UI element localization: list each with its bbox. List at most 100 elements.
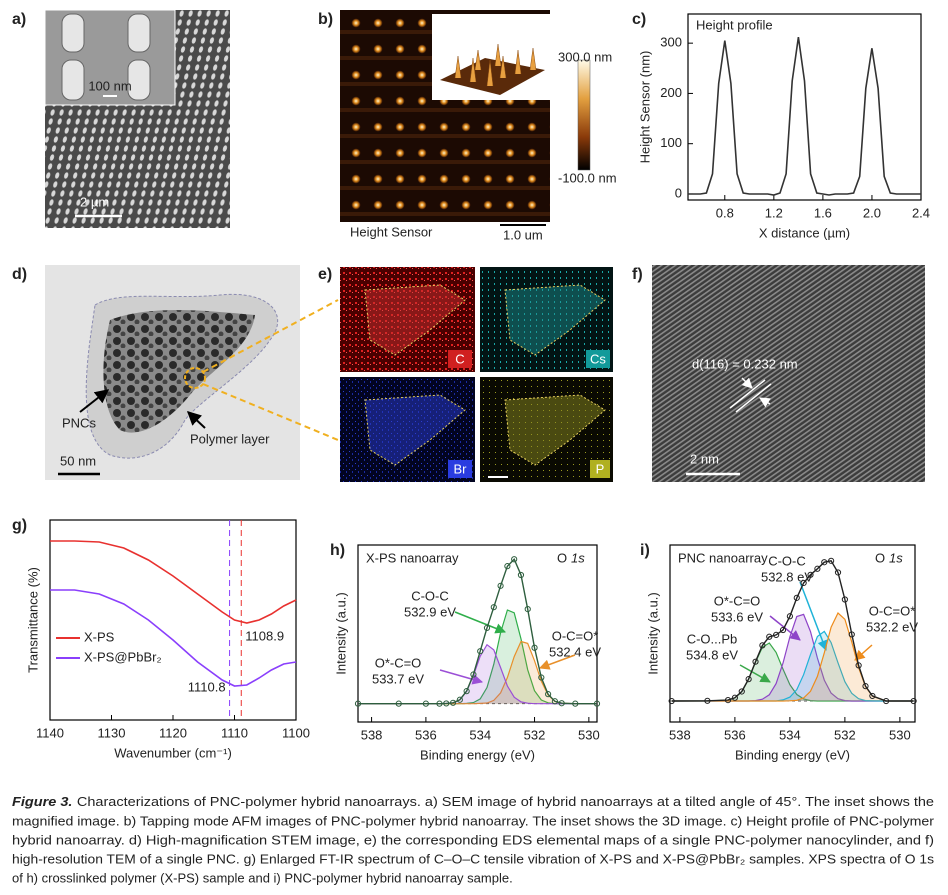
zoom-line [202,383,339,441]
peak-arrow [454,611,506,634]
panel-label: i) [640,542,650,559]
legend-label: X-PS@PbBr₂ [84,649,162,664]
data-point [759,642,766,649]
peak-label: 532.9 eV [404,604,456,619]
peak-name: C-O...Pb [687,631,738,646]
reference-label: 1110.8 [188,679,226,694]
legend-label: X-PS [84,629,115,644]
afm-3d-spikes [454,43,537,87]
panel-label: h) [330,542,345,559]
colorbar-max: 300.0 nm [558,49,612,64]
series-line [50,540,297,624]
data-point [779,626,787,634]
data-point [773,631,780,638]
panel-label: c) [632,11,646,28]
y-axis-label: Intensity (a.u.) [333,592,348,674]
colorbar-min: -100.0 nm [558,170,617,185]
scale-label: 50 nm [60,453,96,468]
x-tick-label: 1.2 [765,205,783,220]
data-point [538,674,545,681]
x-tick-label: 0.8 [716,205,734,220]
core-element: O [875,550,885,565]
inset-scale-label: 100 nm [88,78,131,93]
x-tick-label: 1120 [159,725,187,740]
data-point [766,633,773,640]
series-line [358,557,597,705]
data-point [834,569,842,576]
data-point [497,582,504,589]
caption-line: of h) crosslinked polymer (X-PS) sample … [12,870,513,885]
data-point [800,579,807,587]
eds-maps [340,267,613,482]
peak-name: C-O-C [411,588,449,603]
caption-line: hybrid nanoarray. d) High-magnification … [12,832,934,847]
x-tick-label: 530 [889,727,911,742]
core-level: 1s [889,550,903,565]
x-tick-label: 2.0 [863,205,881,220]
peak-label: 533.7 eV [372,671,424,686]
pncs-label: PNCs [62,415,96,430]
x-tick-label: 538 [669,727,691,742]
x-tick-label: 530 [578,727,600,742]
peak-name: O-C=O* [869,603,916,618]
data-point [841,596,848,603]
chart-title: Height profile [696,17,773,32]
data-point [704,697,711,704]
map-label: C [455,351,464,366]
scale-label: 1.0 um [503,227,543,242]
y-axis-label: Transmittance (%) [25,567,40,673]
data-point [738,688,745,695]
data-point [807,571,814,578]
caption-line: high-resolution TEM of a single PNC. g) … [12,851,935,866]
panel-label: d) [12,266,27,283]
y-tick-label: 300 [660,35,682,50]
peak-arrow [854,644,873,661]
data-point [558,700,565,707]
series-line [688,36,921,196]
x-axis-label: X distance (µm) [759,225,850,240]
x-axis-label: Binding energy (eV) [420,747,535,762]
data-point [752,658,759,665]
lattice-marker [729,377,772,413]
x-tick-label: 1.6 [814,205,832,220]
y-tick-label: 0 [675,185,682,200]
caption-line: Figure 3. Characterizations of PNC-polyme… [12,794,934,809]
panel-label: g) [12,517,27,534]
data-point [786,613,793,620]
panel-label: a) [12,11,26,28]
data-point [354,700,362,707]
data-point [531,644,538,651]
peak-name: O-C=O* [552,628,599,643]
core-level: 1s [571,550,585,565]
peak-label: 532.4 eV [549,644,601,659]
data-point [517,571,525,579]
panel-label: b) [318,11,333,28]
arrow [79,389,110,413]
x-tick-label: 1140 [36,725,64,740]
polymer-label: Polymer layer [190,431,270,446]
chart-title: PNC nanoarray [678,550,768,565]
data-point [511,556,518,563]
component-fill [671,643,914,701]
data-point [463,688,470,695]
peak-arrow [439,669,484,685]
data-point [456,696,463,703]
x-axis-label: Wavenumber (cm⁻¹) [114,745,232,760]
y-tick-label: 200 [660,85,682,100]
scale-label: 2 µm [80,194,109,209]
data-point [745,676,752,683]
data-point [731,694,738,701]
zoom-line [202,299,339,373]
component-fill [671,614,914,701]
peak-arrow [539,654,576,670]
colorbar [577,59,591,171]
component-fill [358,644,597,704]
caption-label: Figure 3. [12,794,72,809]
data-point [470,671,477,678]
component-fill [671,613,914,701]
peak-label: 534.8 eV [686,647,738,662]
peak-arrow [799,581,828,651]
x-tick-label: 534 [779,727,801,742]
x-axis-label: Binding energy (eV) [735,747,850,762]
